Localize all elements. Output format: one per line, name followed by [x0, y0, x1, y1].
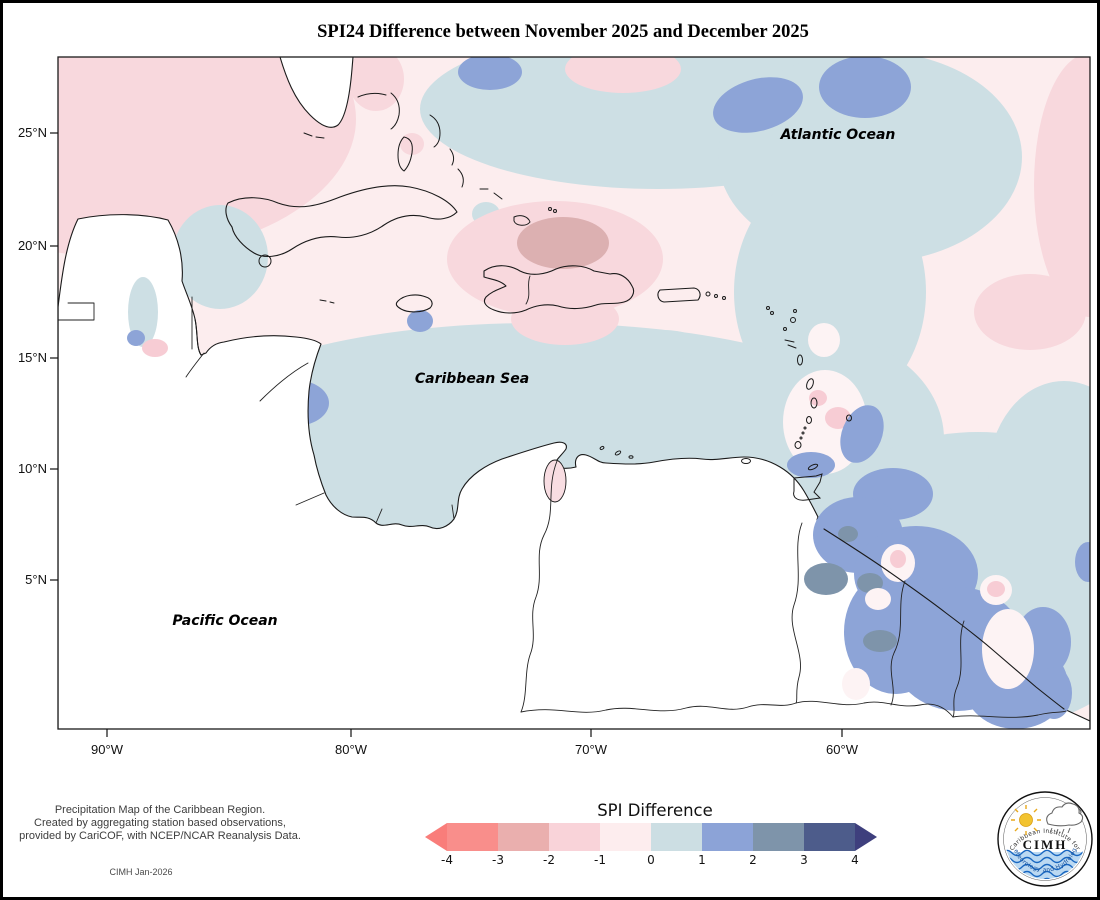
legend-tick: 1 [698, 853, 706, 867]
caption-line-3: provided by CariCOF, with NCEP/NCAR Rean… [19, 830, 301, 842]
puerto-rico-coastline [657, 287, 701, 303]
lat-tick-20n: 20°N [18, 238, 47, 253]
lat-tick-25n: 25°N [18, 125, 47, 140]
cuba-coastline [225, 185, 458, 258]
florida-landmass [279, 57, 354, 128]
legend-segment [804, 823, 855, 851]
color-scale: SPI Difference -4 -3 -2 -1 0 1 2 3 4 [425, 801, 877, 867]
legend-tick: 2 [749, 853, 757, 867]
page-title: SPI24 Difference between November 2025 a… [317, 22, 809, 42]
country-borders [58, 296, 1067, 718]
legend-tick: 3 [800, 853, 808, 867]
atlantic-ocean-label: Atlantic Ocean [780, 127, 896, 143]
legend-segment [753, 823, 804, 851]
caption-line-1: Precipitation Map of the Caribbean Regio… [55, 804, 265, 816]
rain-cloud-icon [1046, 802, 1084, 835]
legend-segment [549, 823, 600, 851]
legend-title: SPI Difference [597, 801, 713, 820]
legend-segment [702, 823, 753, 851]
lat-tick-10n: 10°N [18, 461, 47, 476]
legend-tick: -4 [441, 853, 453, 867]
caption-line-2: Created by aggregating station based obs… [34, 817, 286, 829]
lon-tick-70w: 70°W [575, 742, 608, 757]
ocean-labels: Atlantic Ocean Caribbean Sea Pacific Oce… [172, 127, 895, 629]
legend-arrow-left [425, 823, 447, 851]
sun-icon [1011, 805, 1041, 835]
land-anomaly-overlays [127, 277, 1090, 729]
hispaniola-coastline [483, 265, 635, 314]
legend-tick: -1 [594, 853, 606, 867]
caption-block: Precipitation Map of the Caribbean Regio… [19, 804, 301, 877]
legend-tick: -3 [492, 853, 504, 867]
longitude-axis: 90°W 80°W 70°W 60°W [91, 729, 859, 757]
lat-tick-5n: 5°N [25, 572, 47, 587]
lon-tick-60w: 60°W [826, 742, 859, 757]
florida-keys [303, 132, 325, 139]
lon-tick-90w: 90°W [91, 742, 124, 757]
legend-tick-labels: -4 -3 -2 -1 0 1 2 3 4 [441, 853, 859, 867]
guianas-wet-anomaly [787, 452, 1090, 729]
spi-anomaly-field: Atlantic Ocean Caribbean Sea Pacific Oce… [58, 57, 1090, 729]
negative-anomaly-background-blobs [58, 57, 1090, 317]
lon-tick-80w: 80°W [335, 742, 368, 757]
legend-segment [600, 823, 651, 851]
jamaica-coastline [395, 294, 433, 313]
legend-tick: -2 [543, 853, 555, 867]
belize-wet-spot [127, 330, 145, 346]
lat-tick-15n: 15°N [18, 350, 47, 365]
lesser-antilles-islands [599, 291, 852, 501]
legend-tick: 4 [851, 853, 859, 867]
lake-maracaibo [543, 459, 567, 503]
pacific-ocean-label: Pacific Ocean [172, 613, 277, 629]
latitude-axis: 25°N 20°N 15°N 10°N 5°N [18, 125, 58, 587]
logo-cimh-text: CIMH [1023, 837, 1068, 852]
legend-segment [498, 823, 549, 851]
island-coastlines [225, 92, 852, 501]
legend-segment [651, 823, 702, 851]
hispaniola-dry-core [517, 217, 609, 269]
caribbean-sea-label: Caribbean Sea [415, 371, 529, 387]
legend-segment [447, 823, 498, 851]
map-frame [57, 56, 1091, 730]
credit-text: CIMH Jan-2026 [109, 867, 172, 877]
legend-tick: 0 [647, 853, 655, 867]
bahamas-islands [357, 92, 557, 226]
legend-arrow-right [855, 823, 877, 851]
